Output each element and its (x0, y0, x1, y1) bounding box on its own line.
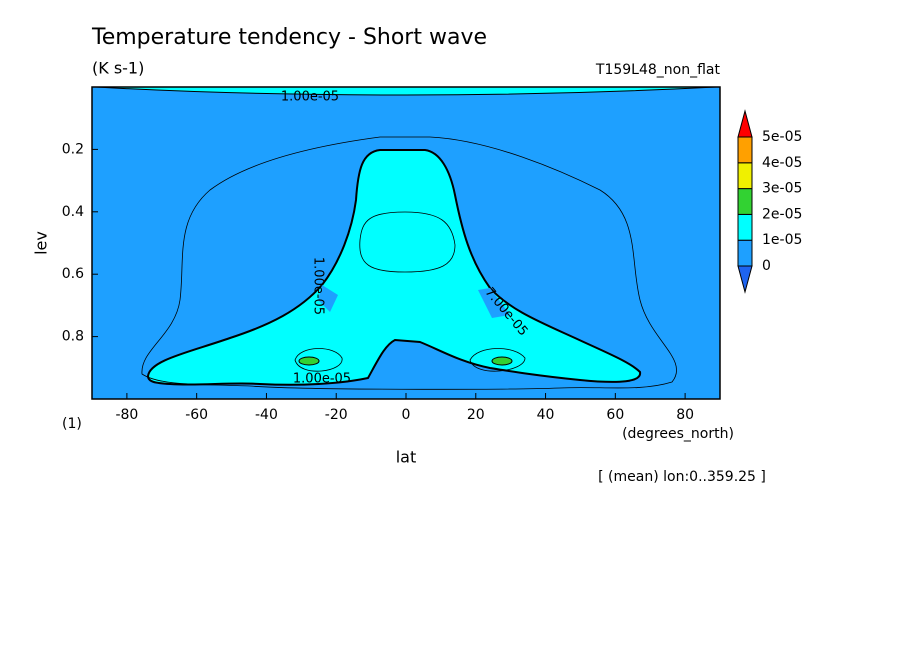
x-tick-label: 40 (537, 407, 555, 423)
contour-fill (95, 86, 717, 96)
colorbar-label: 2e-05 (762, 206, 802, 222)
y-tick-label: 0.2 (62, 141, 84, 157)
contour-label: 1.00e-05 (281, 90, 339, 105)
y-tick-label: 0.4 (62, 204, 84, 220)
contour-fill (318, 285, 338, 312)
contour-fill (478, 288, 510, 318)
contour-line (141, 136, 677, 390)
x-tick-label: -60 (185, 407, 208, 423)
colorbar-low (737, 265, 753, 294)
run-label: T159L48_non_flat (595, 62, 721, 78)
colorbar-high (737, 109, 753, 138)
colorbar-label: 3e-05 (762, 181, 802, 197)
contour-label: 1.00e-05 (293, 372, 351, 387)
colorbar-label: 1e-05 (762, 232, 802, 248)
contour-fill (298, 356, 320, 366)
colorbar-box (737, 188, 753, 215)
colorbar-box (737, 162, 753, 190)
x-tick-label: -40 (255, 407, 278, 423)
x-tick-label: 20 (467, 407, 485, 423)
contour-fill (491, 356, 513, 366)
y-tick-label: 0.8 (62, 329, 84, 345)
x-units: (degrees_north) (622, 426, 734, 442)
colorbar-label: 0 (762, 258, 771, 274)
contour-line (359, 211, 456, 273)
colorbar-box (737, 213, 753, 241)
x-tick-label: 60 (606, 407, 624, 423)
y-units: (1) (62, 416, 82, 432)
x-tick-label: 0 (402, 407, 411, 423)
chart-subtitle: (K s-1) (92, 59, 144, 78)
x-axis-label: lat (396, 448, 417, 467)
y-axis-label: lev (32, 231, 51, 255)
footnote: [ (mean) lon:0..359.25 ] (598, 469, 766, 485)
colorbar-label: 5e-05 (762, 129, 802, 145)
contour-fill (146, 149, 642, 386)
chart-title: Temperature tendency - Short wave (91, 25, 487, 50)
colorbar-box (737, 136, 753, 164)
plot-area: 1.00e-05 1.00e-05 7.00e-05 1.00e-05 (91, 86, 721, 400)
contour-line (294, 348, 526, 372)
colorbar-label: 4e-05 (762, 155, 802, 171)
x-tick-label: 80 (676, 407, 694, 423)
x-tick-label: -20 (325, 407, 348, 423)
y-tick-label: 0.6 (62, 266, 84, 282)
x-tick-label: -80 (115, 407, 138, 423)
contour-label: 1.00e-05 (311, 257, 326, 315)
colorbar: 0 1e-05 2e-05 3e-05 4e-05 5e-05 (737, 109, 802, 294)
colorbar-box (737, 239, 753, 267)
